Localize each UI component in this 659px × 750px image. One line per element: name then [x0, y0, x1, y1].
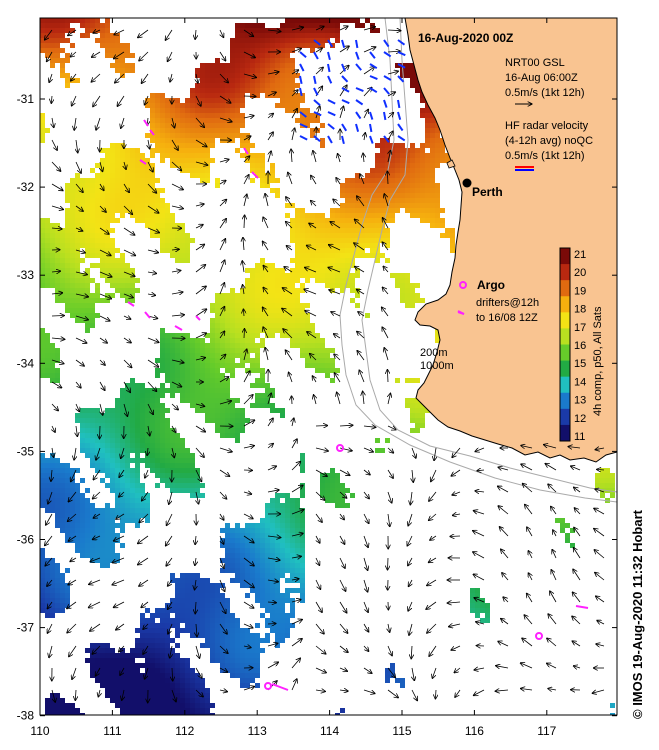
- colorbar-swatch: [560, 360, 570, 378]
- drifter-legend-marker: [457, 310, 465, 315]
- y-tick-label: -35: [17, 444, 35, 458]
- colorbar-swatch: [560, 248, 570, 265]
- x-tick-label: 113: [248, 724, 267, 738]
- colorbar-swatch: [560, 392, 570, 410]
- x-tick-label: 111: [103, 724, 122, 738]
- colorbar-tick-label: 13: [574, 395, 586, 407]
- colorbar-swatch: [560, 264, 570, 281]
- colorbar-tick-label: 11: [574, 431, 585, 443]
- credit-text: © IMOS 19-Aug-2020 11:32 Hobart: [630, 510, 645, 719]
- colorbar-swatch: [560, 328, 570, 345]
- colorbar-swatch: [560, 408, 570, 426]
- colorbar-tick-label: 15: [574, 358, 586, 370]
- colorbar-swatch: [560, 424, 570, 442]
- y-tick-label: -33: [17, 268, 35, 282]
- rottnest-island: [446, 159, 456, 169]
- isobath-label-1000m: 1000m: [420, 360, 454, 372]
- radar-legend-line-3: 0.5m/s (1kt 12h): [505, 150, 584, 162]
- axis-ticks: 110 111 112 113 114 115 116 117-31-32-33-34-35-…: [17, 18, 617, 738]
- radar-legend-line-1: HF radar velocity: [505, 120, 589, 132]
- colorbar-swatch: [560, 280, 570, 297]
- drifter-tracks: [127, 119, 589, 691]
- colorbar-swatch: [560, 344, 570, 362]
- colorbar-swatch: [560, 296, 570, 313]
- colorbar: 21 20 19 18 17 16 15 14 13 12 11 4h comp, p50, All…: [559, 247, 604, 443]
- colorbar-label: 4h comp, p50, All Sats: [592, 306, 604, 416]
- colorbar-swatch: [560, 376, 570, 394]
- colorbar-tick-label: 12: [574, 413, 586, 425]
- y-tick-label: -37: [17, 621, 35, 635]
- radar-legend-line-2: (4-12h avg) noQC: [505, 135, 593, 147]
- x-tick-label: 110: [30, 724, 49, 738]
- plot-frame: [39, 17, 618, 716]
- argo-float-marker: [535, 632, 543, 640]
- x-tick-label: 115: [392, 724, 411, 738]
- colorbar-tick-label: 21: [574, 249, 586, 261]
- current-vector-layer: [45, 26, 605, 703]
- x-tick-label: 117: [537, 724, 556, 738]
- x-tick-label: 116: [465, 724, 484, 738]
- colorbar-swatch: [560, 312, 570, 329]
- gsl-legend-line-2: 16-Aug 06:00Z: [505, 72, 578, 84]
- colorbar-tick-label: 18: [574, 304, 586, 316]
- drifter-legend-line-1: drifters@12h: [476, 297, 539, 309]
- colorbar-tick-label: 20: [574, 267, 586, 279]
- isobath-label-200m: 200m: [420, 347, 448, 359]
- x-tick-label: 112: [175, 724, 194, 738]
- colorbar-tick-label: 19: [574, 285, 586, 297]
- colorbar-tick-label: 14: [574, 376, 586, 388]
- hf-radar-vector-layer: [299, 39, 406, 145]
- isobath-1000m: [339, 18, 617, 503]
- gsl-legend-line-1: NRT00 GSL: [505, 57, 565, 69]
- y-tick-label: -31: [17, 92, 35, 106]
- city-label: Perth: [472, 185, 503, 199]
- gsl-legend-line-3: 0.5m/s (1kt 12h): [505, 87, 584, 99]
- y-tick-label: -36: [17, 533, 35, 547]
- x-tick-label: 114: [320, 724, 339, 738]
- perth-city-marker: [462, 178, 472, 188]
- y-tick-label: -34: [17, 356, 35, 370]
- y-tick-label: -32: [17, 180, 35, 194]
- colorbar-tick-label: 16: [574, 340, 586, 352]
- colorbar-tick-label: 17: [574, 322, 586, 334]
- argo-floats: [264, 444, 543, 690]
- isobath-200m: [361, 18, 617, 493]
- argo-legend-marker: [459, 281, 467, 289]
- argo-legend-label: Argo: [477, 278, 505, 292]
- argo-float-marker: [336, 444, 344, 452]
- y-tick-label: -38: [17, 709, 35, 723]
- map-title: 16-Aug-2020 00Z: [418, 31, 513, 45]
- drifter-legend-line-2: to 16/08 12Z: [476, 312, 538, 324]
- argo-float-marker: [264, 682, 272, 690]
